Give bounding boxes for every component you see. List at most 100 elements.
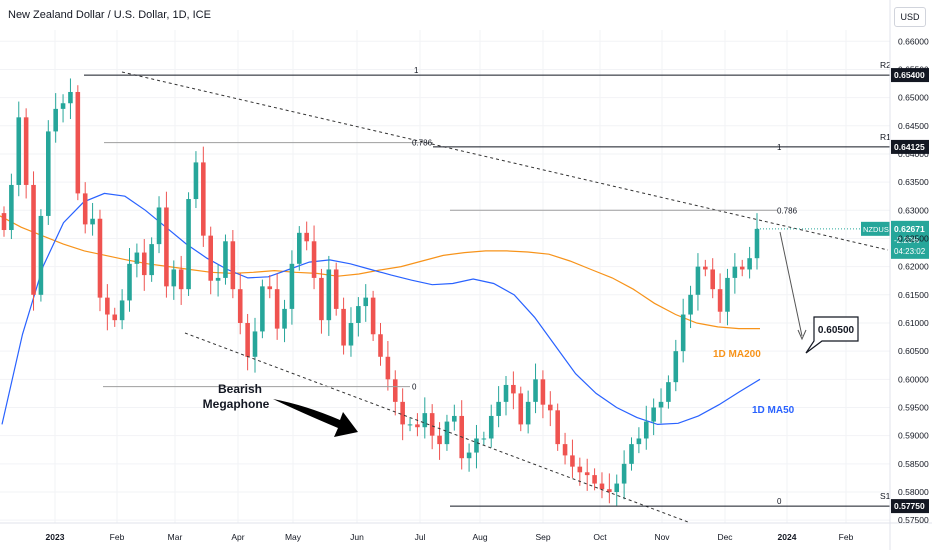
candle-body [215, 277, 221, 281]
candles [1, 78, 760, 506]
candle-body [540, 379, 546, 405]
candle-body [16, 117, 22, 185]
candle-body [688, 294, 693, 315]
candle-body [68, 91, 73, 104]
projection-line [779, 231, 803, 337]
pattern-label: Bearish [218, 382, 262, 396]
candle-body [186, 199, 191, 290]
ma200-label: 1D MA200 [713, 349, 761, 360]
time-tick-label: 2023 [46, 532, 65, 542]
price-tick-label: 0.64000 [898, 149, 929, 159]
candle-body [208, 235, 213, 281]
time-tick-label: Mar [168, 532, 183, 542]
time-tick-label: Jun [350, 532, 364, 542]
symbol-tag-text: NZDUSD [863, 225, 895, 234]
pattern-label: Megaphone [203, 397, 270, 411]
candle-body [562, 444, 568, 456]
candle-body [407, 424, 413, 426]
candle-body [46, 131, 51, 216]
price-tick-label: 0.65000 [898, 93, 929, 103]
moving-averages [0, 192, 761, 426]
candle-body [584, 472, 590, 476]
candle-body [60, 103, 66, 109]
candle-body [311, 241, 317, 278]
candle-body [533, 379, 538, 402]
level-name-label: R2 [880, 60, 891, 70]
candle-body [643, 421, 649, 439]
price-tick-label: 0.64500 [898, 121, 929, 131]
candle-body [488, 415, 494, 439]
candle-body [356, 306, 361, 323]
candle-body [429, 413, 435, 436]
level-name-label: R1 [880, 132, 891, 142]
candle-body [703, 266, 708, 270]
candle-body [607, 489, 612, 493]
candle-body [326, 269, 332, 321]
price-tick-label: 0.62000 [898, 262, 929, 272]
time-tick-label: 2024 [778, 532, 797, 542]
chart-title: New Zealand Dollar / U.S. Dollar, 1D, IC… [8, 9, 211, 21]
candle-body [260, 286, 265, 332]
candle-body [747, 258, 752, 270]
candle-body [710, 269, 715, 290]
candle-body [178, 269, 184, 290]
current-price-text: 0.62671 [894, 224, 925, 234]
ma50-label: 1D MA50 [752, 405, 795, 416]
time-tick-label: Aug [472, 532, 487, 542]
candle-body [629, 444, 634, 464]
pattern-arrow [273, 399, 358, 437]
time-tick-label: May [285, 532, 302, 542]
candle-body [193, 162, 199, 200]
candle-body [1, 213, 7, 231]
candle-body [651, 407, 656, 422]
time-tick-label: Oct [593, 532, 607, 542]
ma200-line [0, 215, 760, 330]
megaphone-lower-line [184, 332, 689, 523]
candle-body [511, 384, 516, 394]
price-tick-label: 0.62500 [898, 233, 929, 243]
fib-label: 0 [412, 383, 417, 392]
candle-body [53, 108, 58, 132]
candle-body [570, 455, 575, 467]
candle-body [577, 466, 583, 473]
candle-body [658, 401, 664, 408]
candle-body [267, 286, 273, 290]
candle-body [105, 297, 110, 315]
candle-body [422, 413, 428, 428]
time-tick-label: Dec [717, 532, 733, 542]
price-tick-label: 0.61500 [898, 290, 929, 300]
price-tick-label: 0.58500 [898, 459, 929, 469]
target-callout-text: 0.60500 [818, 325, 855, 336]
candle-body [636, 438, 642, 445]
symbol-tag [861, 221, 890, 236]
candle-body [297, 232, 302, 264]
fib-label: 0.786 [777, 206, 798, 215]
candle-body [164, 207, 169, 287]
price-tick-label: 0.63500 [898, 177, 929, 187]
candle-body [525, 401, 531, 425]
price-tick-label: 0.61000 [898, 318, 929, 328]
ma50-line [1, 192, 761, 426]
candle-body [289, 263, 295, 309]
currency-button[interactable]: USD [894, 7, 926, 27]
candle-body [592, 475, 597, 484]
candle-body [452, 415, 457, 422]
candle-body [614, 483, 620, 493]
candle-body [201, 162, 206, 236]
level-price-text: 0.57750 [894, 501, 925, 511]
candle-body [252, 331, 258, 357]
candle-body [134, 252, 140, 264]
candle-body [496, 401, 501, 416]
candle-body [400, 401, 405, 425]
candle-body [245, 322, 250, 357]
candle-body [392, 379, 398, 402]
candle-body [119, 300, 125, 321]
candle-body [363, 297, 369, 307]
candle-body [282, 308, 287, 329]
candle-body [171, 269, 177, 287]
candle-body [599, 483, 605, 490]
candle-body [695, 266, 701, 295]
time-tick-label: Nov [654, 532, 670, 542]
